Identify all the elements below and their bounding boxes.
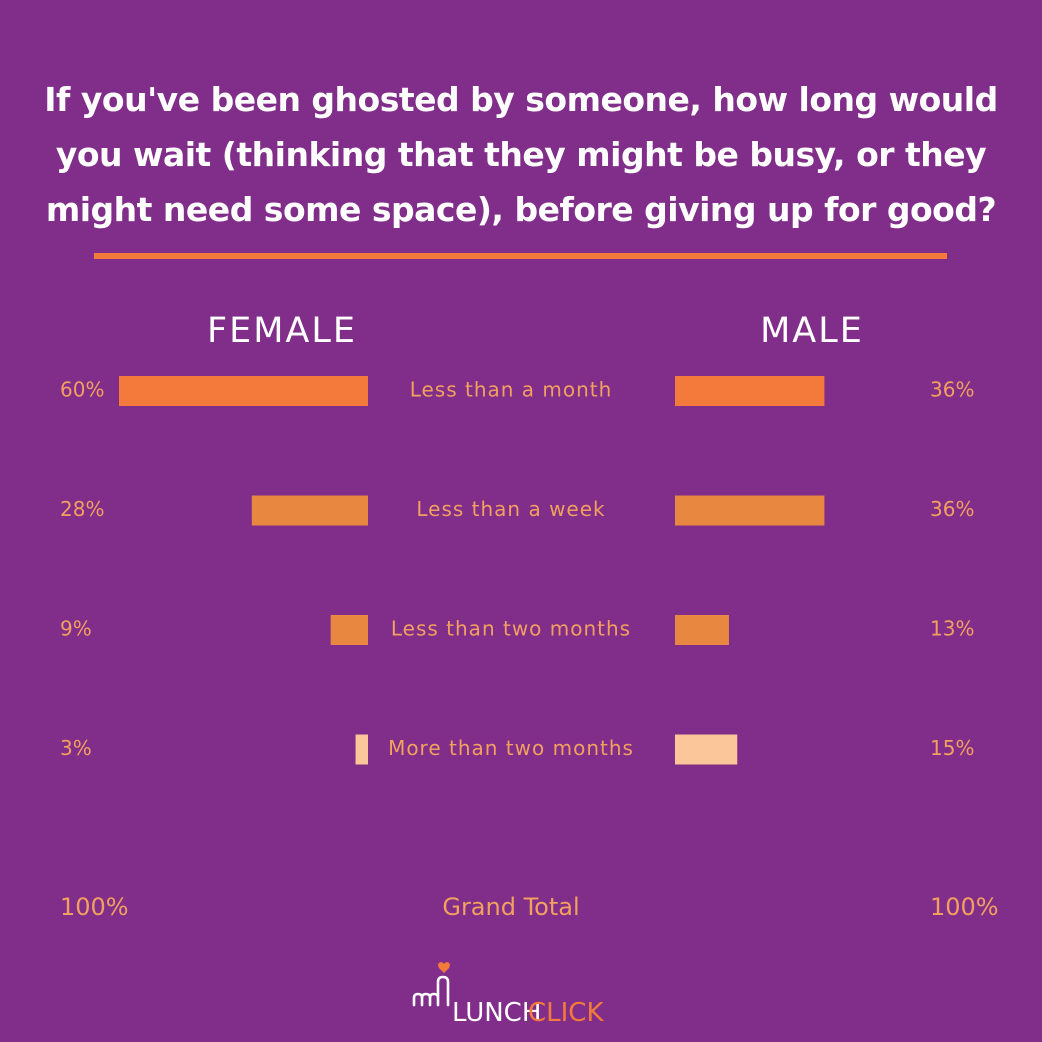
data-label-female: 3%: [60, 736, 92, 760]
total-label: Grand Total: [442, 893, 579, 921]
data-label-female: 28%: [60, 497, 104, 521]
data-label-male: 36%: [930, 378, 974, 402]
lunchclick-logo: LUNCH CLICK: [412, 962, 604, 1028]
bar-male: [675, 734, 738, 765]
legend-female: FEMALE: [206, 311, 357, 351]
category-label: Less than two months: [391, 617, 631, 641]
bar-female: [251, 495, 368, 526]
category-label: Less than a month: [410, 378, 613, 402]
data-label-male: 13%: [930, 617, 974, 641]
bar-male: [675, 376, 825, 406]
total-female: 100%: [60, 893, 129, 921]
data-label-male: 36%: [930, 497, 974, 521]
data-label-female: 60%: [60, 378, 104, 402]
bar-female: [330, 615, 368, 645]
chart-title: If you've been ghosted by someone, how l…: [44, 80, 998, 229]
data-label-male: 15%: [930, 736, 974, 760]
category-label: More than two months: [388, 736, 634, 760]
category-label: Less than a week: [416, 497, 605, 521]
logo-text-lunch: LUNCH: [452, 998, 541, 1028]
bar-female: [355, 734, 368, 765]
data-label-female: 9%: [60, 617, 92, 641]
heart-hand-icon: [412, 962, 450, 1007]
legend-male: MALE: [760, 311, 864, 351]
total-male: 100%: [930, 893, 999, 921]
title-divider: [94, 253, 947, 259]
logo-text-click: CLICK: [528, 998, 604, 1028]
bar-male: [675, 615, 729, 645]
bar-female: [119, 376, 368, 406]
bar-male: [675, 495, 825, 526]
